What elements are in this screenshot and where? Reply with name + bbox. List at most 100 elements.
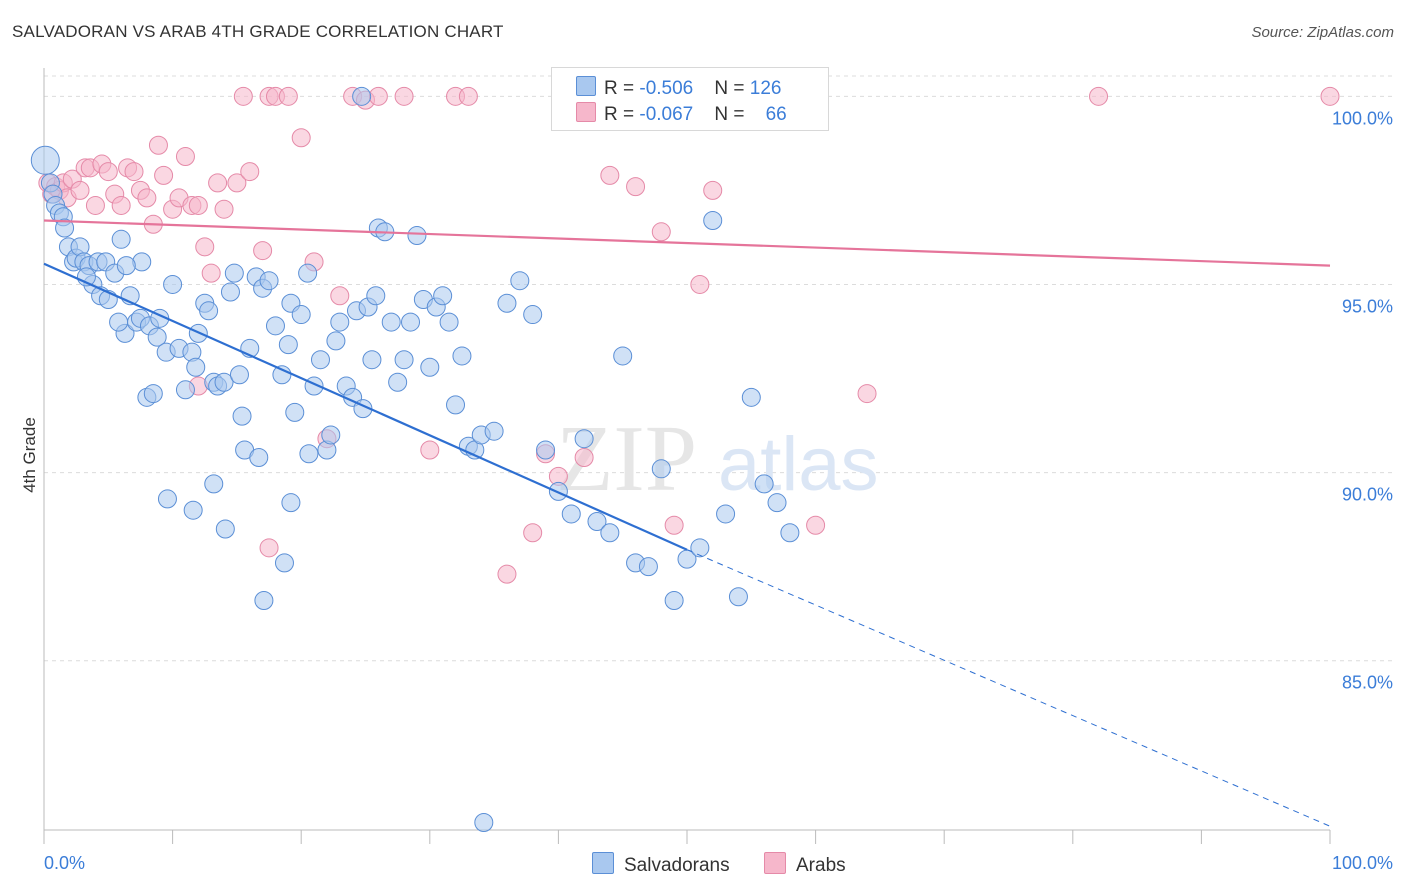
arab-point bbox=[227, 173, 247, 193]
salvadorans-trend-extension bbox=[686, 549, 1331, 827]
salvadoran-point bbox=[321, 425, 341, 445]
arab-point bbox=[124, 162, 144, 182]
legend-swatch-arabs bbox=[576, 102, 596, 122]
salvadoran-point bbox=[780, 523, 800, 543]
arab-point bbox=[368, 86, 388, 106]
salvadorans-trend-line bbox=[43, 262, 688, 551]
arab-point bbox=[651, 222, 671, 242]
salvadoran-point bbox=[298, 263, 318, 283]
legend-n-label: N = bbox=[714, 78, 750, 99]
salvadoran-point bbox=[352, 86, 372, 106]
arab-point bbox=[148, 135, 168, 155]
arab-point bbox=[111, 195, 131, 215]
correlation-legend: R = -0.506 N = 126 R = -0.067 N = 66 bbox=[551, 67, 829, 131]
salvadoran-point bbox=[183, 500, 203, 520]
salvadoran-point bbox=[281, 493, 301, 513]
arab-point bbox=[523, 523, 543, 543]
arab-point bbox=[240, 162, 260, 182]
legend-n-label: N = bbox=[714, 104, 750, 125]
salvadoran-point bbox=[254, 590, 274, 610]
salvadoran-point bbox=[388, 372, 408, 392]
salvadoran-point bbox=[204, 474, 224, 494]
salvadoran-point bbox=[330, 312, 350, 332]
arab-point bbox=[458, 86, 478, 106]
salvadoran-point bbox=[232, 406, 252, 426]
arab-point bbox=[175, 147, 195, 167]
arabs-trend-line bbox=[43, 219, 1331, 267]
salvadoran-point bbox=[452, 346, 472, 366]
arab-point bbox=[278, 86, 298, 106]
salvadoran-point bbox=[394, 350, 414, 370]
legend-r-value: -0.067 bbox=[639, 104, 694, 125]
legend-r-label: R = bbox=[604, 78, 640, 99]
y-tick-label: 100.0% bbox=[1332, 108, 1393, 128]
watermark-atlas: atlas bbox=[718, 422, 879, 507]
salvadoran-point bbox=[224, 263, 244, 283]
salvadoran-point bbox=[109, 312, 129, 332]
salvadoran-point bbox=[366, 286, 386, 306]
salvadoran-point bbox=[278, 335, 298, 355]
salvadoran-point bbox=[433, 286, 453, 306]
arab-point bbox=[806, 515, 826, 535]
x-tick-label: 100.0% bbox=[1332, 853, 1393, 873]
salvadoran-point bbox=[259, 271, 279, 291]
salvadoran-point bbox=[497, 293, 517, 313]
arab-point bbox=[1320, 86, 1340, 106]
arab-point bbox=[137, 188, 157, 208]
salvadoran-point bbox=[484, 421, 504, 441]
chart-title: SALVADORAN VS ARAB 4TH GRADE CORRELATION… bbox=[12, 22, 504, 41]
salvadoran-point bbox=[299, 444, 319, 464]
salvadoran-point bbox=[265, 316, 285, 336]
salvadoran-point bbox=[474, 812, 494, 832]
salvadoran-point bbox=[163, 274, 183, 294]
salvadoran-point bbox=[446, 395, 466, 415]
arabs-swatch bbox=[764, 852, 786, 874]
salvadoran-point bbox=[638, 557, 658, 577]
salvadoran-point bbox=[561, 504, 581, 524]
arab-point bbox=[330, 286, 350, 306]
legend-swatch-salvadorans bbox=[576, 76, 596, 96]
arab-point bbox=[600, 165, 620, 185]
salvadoran-point bbox=[523, 305, 543, 325]
salvadoran-point bbox=[220, 282, 240, 302]
arab-point bbox=[690, 274, 710, 294]
salvadoran-point bbox=[362, 350, 382, 370]
salvadoran-point bbox=[215, 519, 235, 539]
salvadoran-point bbox=[690, 538, 710, 558]
arab-point bbox=[85, 195, 105, 215]
salvadoran-point bbox=[510, 271, 530, 291]
salvadoran-point bbox=[613, 346, 633, 366]
salvadorans-points bbox=[30, 86, 800, 832]
salvadoran-point bbox=[111, 229, 131, 249]
salvadoran-point bbox=[587, 511, 607, 531]
salvadoran-point bbox=[420, 357, 440, 377]
salvadoran-point bbox=[574, 429, 594, 449]
arab-point bbox=[188, 195, 208, 215]
legend-r-label: R = bbox=[604, 104, 640, 125]
arab-point bbox=[98, 162, 118, 182]
salvadoran-point bbox=[214, 372, 234, 392]
salvadoran-point bbox=[30, 145, 60, 175]
salvadoran-point bbox=[716, 504, 736, 524]
legend-item-salvadorans[interactable]: Salvadorans bbox=[592, 852, 730, 877]
salvadoran-point bbox=[55, 218, 75, 238]
arab-point bbox=[208, 173, 228, 193]
salvadoran-point bbox=[143, 384, 163, 404]
arab-point bbox=[154, 165, 174, 185]
source-credit: Source: ZipAtlas.com bbox=[1251, 24, 1394, 41]
salvadoran-point bbox=[381, 312, 401, 332]
salvadorans-swatch bbox=[592, 852, 614, 874]
salvadoran-point bbox=[116, 256, 136, 276]
legend-n-value: 126 bbox=[749, 78, 782, 99]
arab-point bbox=[70, 180, 90, 200]
legend-item-arabs[interactable]: Arabs bbox=[764, 852, 846, 877]
y-tick-label: 85.0% bbox=[1342, 673, 1393, 693]
salvadoran-point bbox=[186, 357, 206, 377]
salvadoran-point bbox=[199, 301, 219, 321]
salvadoran-point bbox=[536, 440, 556, 460]
legend-row-salvadorans: R = -0.506 N = 126 bbox=[576, 76, 782, 99]
salvadoran-point bbox=[439, 312, 459, 332]
salvadoran-point bbox=[291, 305, 311, 325]
salvadoran-point bbox=[401, 312, 421, 332]
